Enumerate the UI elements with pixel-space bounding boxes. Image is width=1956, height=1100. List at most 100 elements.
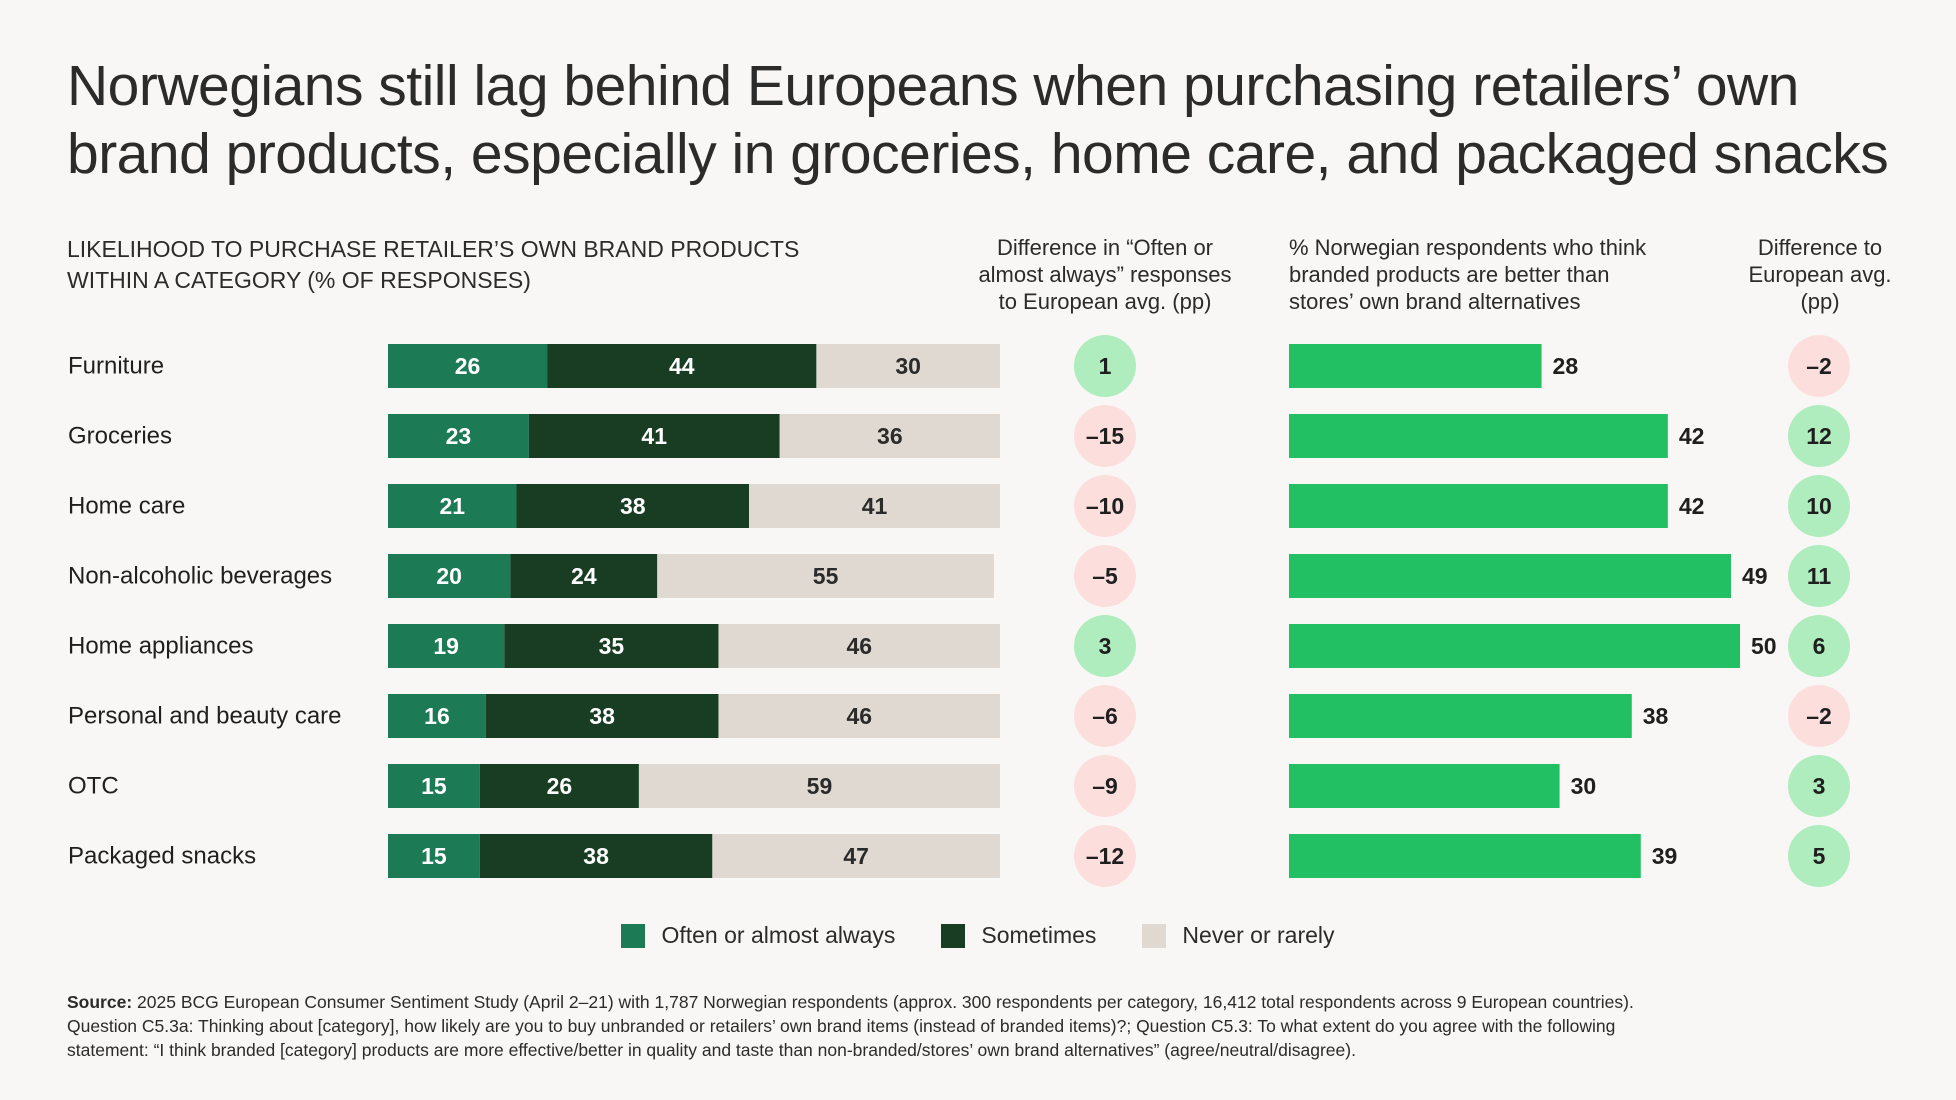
bar-label-sometimes: 38 [589, 703, 615, 729]
branded-bar-label: 38 [1643, 703, 1669, 729]
diff-often-circle [1074, 405, 1136, 467]
diff-often-circle [1074, 825, 1136, 887]
diff-often-label: 1 [1099, 353, 1112, 379]
diff-euro-label: 11 [1807, 563, 1832, 589]
legend-label-never: Never or rarely [1182, 922, 1335, 948]
euro-header-line-1: Difference to [1757, 235, 1883, 260]
branded-bar-label: 28 [1553, 353, 1579, 379]
bar-segment-never [638, 764, 1000, 808]
diff-euro-circle [1788, 615, 1850, 677]
category-label: Home appliances [68, 633, 253, 660]
bar-segment-sometimes [479, 834, 713, 878]
page-title: Norwegians still lag behind Europeans wh… [67, 52, 1927, 188]
branded-bar-label: 49 [1742, 563, 1768, 589]
diff-euro-label: 3 [1813, 773, 1826, 799]
diff-euro-circle [1788, 825, 1850, 887]
diff-header-line-2: almost always” responses [978, 262, 1232, 287]
legend-swatch-never [1142, 923, 1167, 948]
bar-segment-often [388, 414, 529, 458]
bar-segment-never [657, 554, 994, 598]
bar-label-never: 46 [846, 703, 872, 729]
legend-item-often: Often or almost always [621, 922, 895, 949]
source-label: Source: [67, 992, 133, 1012]
branded-bar [1289, 834, 1641, 878]
branded-bar [1289, 344, 1542, 388]
category-label: Groceries [68, 423, 172, 450]
title-line-2: brand products, especially in groceries,… [67, 122, 1889, 186]
diff-often-label: –12 [1086, 843, 1124, 869]
bar-segment-sometimes [485, 694, 719, 738]
source-line-3: statement: “I think branded [category] p… [67, 1040, 1356, 1060]
bar-segment-often [388, 694, 486, 738]
branded-column-header: % Norwegian respondents who think brande… [1289, 234, 1646, 315]
diff-often-circle [1074, 335, 1136, 397]
branded-bar [1289, 554, 1731, 598]
branded-header-line-3: stores’ own brand alternatives [1289, 289, 1581, 314]
bar-segment-never [718, 694, 1000, 738]
diff-often-label: –5 [1092, 563, 1118, 589]
legend-item-sometimes: Sometimes [941, 922, 1096, 949]
diff-often-label: –10 [1086, 493, 1124, 519]
bar-segment-sometimes [516, 484, 750, 528]
bar-label-often: 19 [433, 633, 459, 659]
bar-segment-never [712, 834, 1000, 878]
diff-header-line-3: to European avg. (pp) [998, 289, 1212, 314]
bar-label-often: 21 [439, 493, 465, 519]
category-label: OTC [68, 773, 119, 800]
bar-segment-never [749, 484, 1000, 528]
branded-bar [1289, 694, 1632, 738]
bar-segment-never [779, 414, 1000, 458]
bar-label-often: 23 [446, 423, 472, 449]
diff-euro-circle [1788, 755, 1850, 817]
bar-segment-sometimes [528, 414, 780, 458]
diff-euro-circle [1788, 545, 1850, 607]
legend-label-often: Often or almost always [661, 922, 896, 948]
diff-euro-label: –2 [1806, 353, 1832, 379]
diff-often-circle [1074, 475, 1136, 537]
diff-euro-label: 5 [1813, 843, 1826, 869]
stacked-chart-header: LIKELIHOOD TO PURCHASE RETAILER’S OWN BR… [67, 234, 799, 296]
diff-often-circle [1074, 615, 1136, 677]
legend-label-sometimes: Sometimes [981, 922, 1097, 948]
bar-label-sometimes: 26 [547, 773, 573, 799]
branded-header-line-2: branded products are better than [1289, 262, 1610, 287]
bar-segment-sometimes [504, 624, 719, 668]
branded-bar-label: 42 [1679, 423, 1705, 449]
source-line-1: Source: 2025 BCG European Consumer Senti… [67, 990, 1907, 1014]
bar-label-never: 46 [846, 633, 872, 659]
diff-euro-circle [1788, 405, 1850, 467]
category-label: Packaged snacks [68, 843, 256, 870]
diff-euro-circle [1788, 475, 1850, 537]
bar-label-often: 26 [455, 353, 481, 379]
bar-label-sometimes: 24 [571, 563, 597, 589]
bar-label-often: 16 [424, 703, 450, 729]
bar-label-never: 59 [807, 773, 833, 799]
category-label: Non-alcoholic beverages [68, 563, 332, 590]
diff-often-circle [1074, 755, 1136, 817]
branded-header-line-1: % Norwegian respondents who think [1289, 235, 1647, 260]
branded-bar [1289, 484, 1668, 528]
bar-segment-often [388, 484, 517, 528]
diff-column-header: Difference in “Often or almost always” r… [955, 234, 1255, 315]
bar-label-often: 20 [436, 563, 462, 589]
diff-euro-label: 12 [1806, 423, 1832, 449]
bar-segment-often [388, 554, 511, 598]
source-text-1: 2025 BCG European Consumer Sentiment Stu… [137, 992, 1634, 1012]
diff-euro-label: –2 [1806, 703, 1832, 729]
branded-bar [1289, 414, 1668, 458]
diff-euro-label: 6 [1813, 633, 1826, 659]
category-label: Furniture [68, 353, 164, 380]
legend-item-never: Never or rarely [1142, 922, 1335, 949]
bar-segment-never [816, 344, 1000, 388]
diff-often-label: 3 [1099, 633, 1112, 659]
diff-euro-label: 10 [1806, 493, 1832, 519]
euro-header-line-2: European avg. [1748, 262, 1892, 287]
bar-segment-often [388, 344, 548, 388]
diff-often-label: –9 [1092, 773, 1118, 799]
bar-segment-sometimes [479, 764, 639, 808]
bar-segment-never [718, 624, 1000, 668]
diff-euro-circle [1788, 685, 1850, 747]
branded-bar [1289, 764, 1560, 808]
title-line-1: Norwegians still lag behind Europeans wh… [67, 54, 1799, 118]
